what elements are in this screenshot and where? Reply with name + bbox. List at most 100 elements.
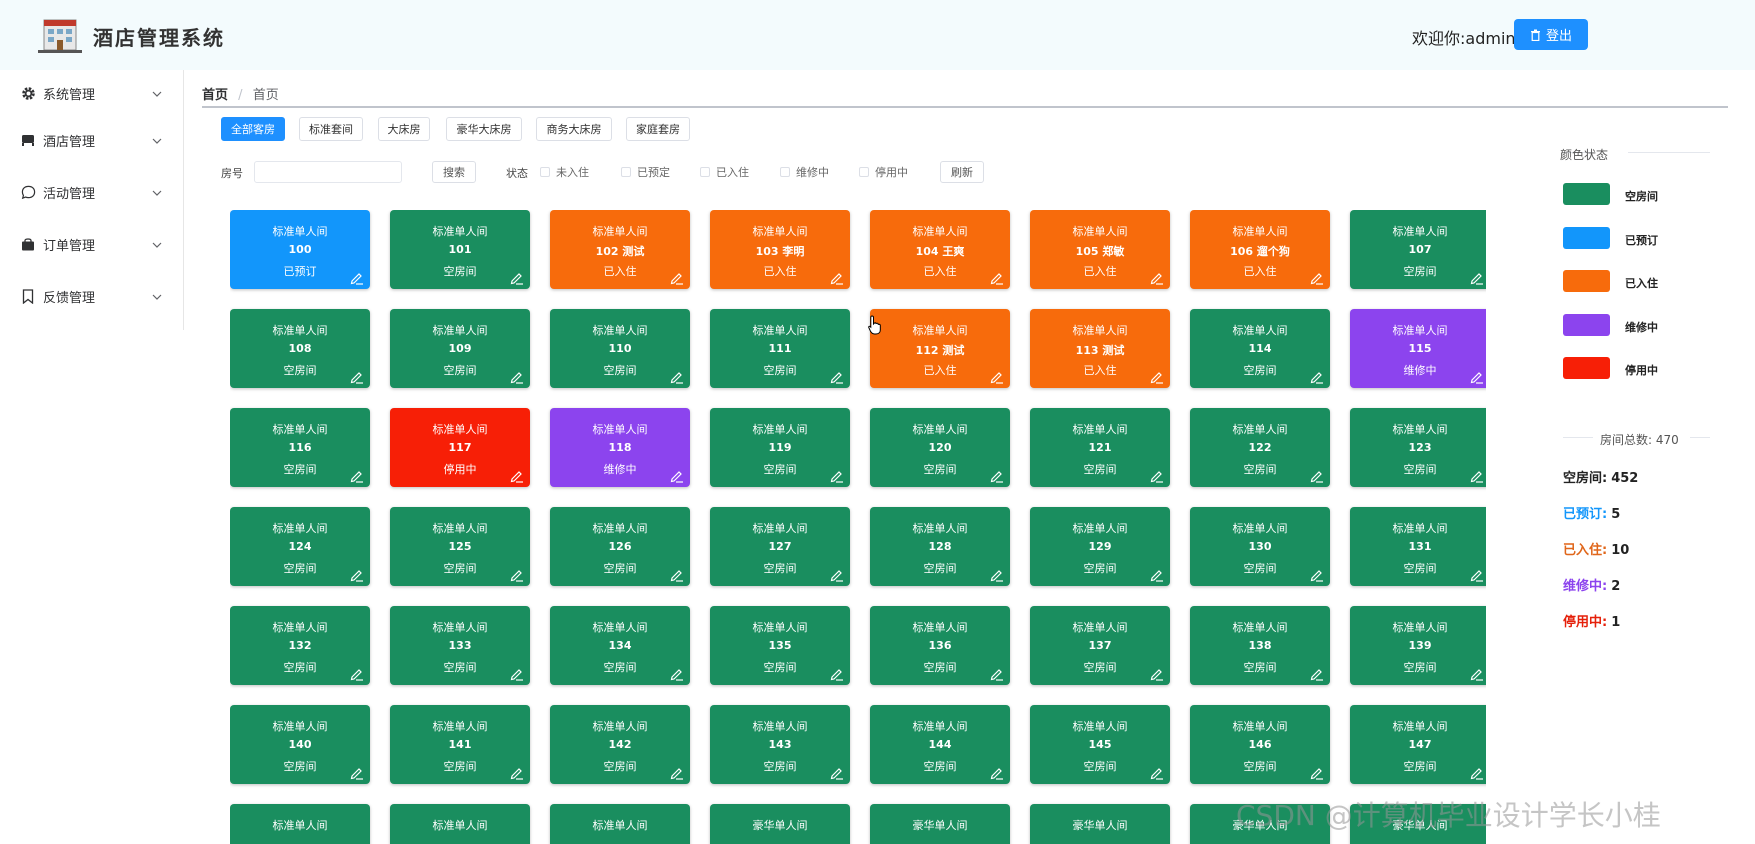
room-card[interactable]: 标准单人间 135 空房间	[710, 606, 850, 685]
edit-icon[interactable]	[1150, 270, 1164, 285]
room-card[interactable]: 标准单人间 140 空房间	[230, 705, 370, 784]
room-card[interactable]: 豪华单人间	[870, 804, 1010, 844]
room-card[interactable]: 标准单人间 128 空房间	[870, 507, 1010, 586]
room-card[interactable]: 标准单人间 110 空房间	[550, 309, 690, 388]
edit-icon[interactable]	[1150, 468, 1164, 483]
edit-icon[interactable]	[830, 468, 844, 483]
status-checkbox-reserved[interactable]: 已预定	[621, 164, 670, 180]
room-card[interactable]: 标准单人间 119 空房间	[710, 408, 850, 487]
room-card[interactable]: 标准单人间 138 空房间	[1190, 606, 1330, 685]
room-card[interactable]: 标准单人间 115 维修中	[1350, 309, 1486, 388]
refresh-button[interactable]: 刷新	[940, 161, 984, 183]
edit-icon[interactable]	[1150, 369, 1164, 384]
status-checkbox-vacant[interactable]: 未入住	[540, 164, 589, 180]
edit-icon[interactable]	[670, 567, 684, 582]
room-card[interactable]: 标准单人间 133 空房间	[390, 606, 530, 685]
edit-icon[interactable]	[1470, 270, 1484, 285]
search-button[interactable]: 搜索	[432, 161, 476, 183]
room-card[interactable]: 豪华单人间	[710, 804, 850, 844]
edit-icon[interactable]	[350, 468, 364, 483]
room-number-input[interactable]	[254, 161, 402, 183]
room-card[interactable]: 豪华单人间	[1350, 804, 1486, 844]
edit-icon[interactable]	[1310, 369, 1324, 384]
edit-icon[interactable]	[990, 765, 1004, 780]
edit-icon[interactable]	[670, 666, 684, 681]
edit-icon[interactable]	[830, 666, 844, 681]
edit-icon[interactable]	[1150, 567, 1164, 582]
edit-icon[interactable]	[510, 567, 524, 582]
room-card[interactable]: 标准单人间 142 空房间	[550, 705, 690, 784]
room-card[interactable]: 标准单人间 109 空房间	[390, 309, 530, 388]
edit-icon[interactable]	[990, 567, 1004, 582]
sidebar-item-system[interactable]: 系统管理	[0, 73, 183, 113]
edit-icon[interactable]	[350, 666, 364, 681]
edit-icon[interactable]	[1310, 468, 1324, 483]
edit-icon[interactable]	[510, 666, 524, 681]
edit-icon[interactable]	[830, 567, 844, 582]
status-checkbox-occupied[interactable]: 已入住	[700, 164, 749, 180]
edit-icon[interactable]	[990, 270, 1004, 285]
edit-icon[interactable]	[670, 468, 684, 483]
room-card[interactable]: 标准单人间 100 已预订	[230, 210, 370, 289]
edit-icon[interactable]	[1310, 765, 1324, 780]
edit-icon[interactable]	[1470, 567, 1484, 582]
room-card[interactable]: 标准单人间 116 空房间	[230, 408, 370, 487]
edit-icon[interactable]	[1470, 369, 1484, 384]
sidebar-item-activity[interactable]: 活动管理	[0, 172, 183, 212]
room-card[interactable]: 标准单人间 127 空房间	[710, 507, 850, 586]
edit-icon[interactable]	[1310, 567, 1324, 582]
room-card[interactable]: 标准单人间 104 王爽 已入住	[870, 210, 1010, 289]
sidebar-item-feedback[interactable]: 反馈管理	[0, 276, 183, 316]
room-card[interactable]: 标准单人间 125 空房间	[390, 507, 530, 586]
room-card[interactable]: 标准单人间 130 空房间	[1190, 507, 1330, 586]
edit-icon[interactable]	[830, 270, 844, 285]
room-card[interactable]: 标准单人间	[230, 804, 370, 844]
edit-icon[interactable]	[350, 567, 364, 582]
room-card[interactable]: 标准单人间 120 空房间	[870, 408, 1010, 487]
room-card[interactable]: 标准单人间 106 遛个狗 已入住	[1190, 210, 1330, 289]
tab-family-suite[interactable]: 家庭套房	[626, 117, 690, 141]
room-card[interactable]: 标准单人间 134 空房间	[550, 606, 690, 685]
edit-icon[interactable]	[830, 765, 844, 780]
room-card[interactable]: 标准单人间 136 空房间	[870, 606, 1010, 685]
room-card[interactable]: 标准单人间 123 空房间	[1350, 408, 1486, 487]
edit-icon[interactable]	[990, 468, 1004, 483]
room-card[interactable]: 标准单人间 145 空房间	[1030, 705, 1170, 784]
room-card[interactable]: 标准单人间 122 空房间	[1190, 408, 1330, 487]
room-card[interactable]: 标准单人间 112 测试 已入住	[870, 309, 1010, 388]
room-card[interactable]: 标准单人间 108 空房间	[230, 309, 370, 388]
edit-icon[interactable]	[510, 369, 524, 384]
tab-deluxe-king-room[interactable]: 豪华大床房	[446, 117, 522, 141]
edit-icon[interactable]	[510, 270, 524, 285]
room-card[interactable]: 标准单人间 107 空房间	[1350, 210, 1486, 289]
edit-icon[interactable]	[1470, 468, 1484, 483]
edit-icon[interactable]	[1470, 765, 1484, 780]
room-card[interactable]: 标准单人间 132 空房间	[230, 606, 370, 685]
tab-standard-suite[interactable]: 标准套间	[299, 117, 363, 141]
room-card[interactable]: 标准单人间 102 测试 已入住	[550, 210, 690, 289]
logout-button[interactable]: 登出	[1514, 19, 1588, 50]
sidebar-item-orders[interactable]: 订单管理	[0, 224, 183, 264]
breadcrumb-home[interactable]: 首页	[202, 88, 229, 103]
room-card[interactable]: 标准单人间 129 空房间	[1030, 507, 1170, 586]
edit-icon[interactable]	[1470, 666, 1484, 681]
room-card[interactable]: 标准单人间 131 空房间	[1350, 507, 1486, 586]
edit-icon[interactable]	[510, 468, 524, 483]
edit-icon[interactable]	[670, 270, 684, 285]
room-card[interactable]: 标准单人间 124 空房间	[230, 507, 370, 586]
tab-king-room[interactable]: 大床房	[378, 117, 430, 141]
tab-all-rooms[interactable]: 全部客房	[221, 117, 285, 141]
room-card[interactable]: 标准单人间 126 空房间	[550, 507, 690, 586]
edit-icon[interactable]	[350, 369, 364, 384]
room-card[interactable]: 标准单人间 103 李明 已入住	[710, 210, 850, 289]
room-card[interactable]: 标准单人间 105 郑敏 已入住	[1030, 210, 1170, 289]
edit-icon[interactable]	[1150, 765, 1164, 780]
room-card[interactable]: 标准单人间 137 空房间	[1030, 606, 1170, 685]
room-card[interactable]: 标准单人间 111 空房间	[710, 309, 850, 388]
room-card[interactable]: 标准单人间 141 空房间	[390, 705, 530, 784]
room-card[interactable]: 标准单人间 121 空房间	[1030, 408, 1170, 487]
edit-icon[interactable]	[1150, 666, 1164, 681]
room-card[interactable]: 标准单人间	[550, 804, 690, 844]
edit-icon[interactable]	[670, 369, 684, 384]
room-card[interactable]: 标准单人间 101 空房间	[390, 210, 530, 289]
